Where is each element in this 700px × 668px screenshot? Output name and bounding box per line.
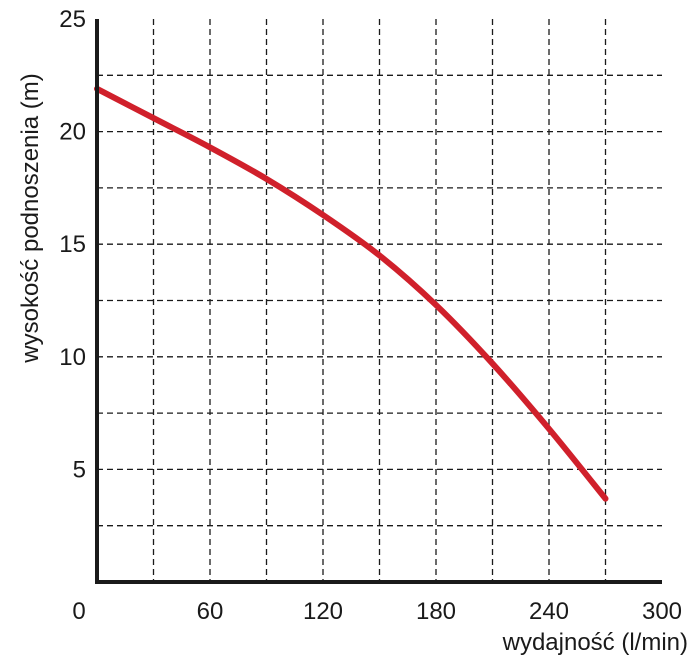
x-axis-title: wydajność (l/min): [502, 629, 688, 656]
y-tick-label: 10: [59, 344, 86, 371]
x-tick-label: 300: [642, 598, 682, 625]
x-tick-label: 60: [197, 598, 224, 625]
tick-labels: 0 60 120 180 240 300 5 10 15 20 25: [59, 6, 682, 625]
y-axis-title: wysokość podnoszenia (m): [17, 73, 44, 363]
axes: [95, 19, 662, 584]
y-tick-label: 25: [59, 6, 86, 33]
y-tick-label: 15: [59, 231, 86, 258]
x-tick-label: 120: [303, 598, 343, 625]
series-line: [94, 85, 609, 502]
y-tick-label: 20: [59, 119, 86, 146]
grid-lines: [97, 19, 662, 582]
x-tick-label: 0: [72, 598, 85, 625]
x-tick-label: 180: [416, 598, 456, 625]
series-layer: [94, 85, 609, 502]
y-tick-label: 5: [73, 456, 86, 483]
x-tick-label: 240: [529, 598, 569, 625]
